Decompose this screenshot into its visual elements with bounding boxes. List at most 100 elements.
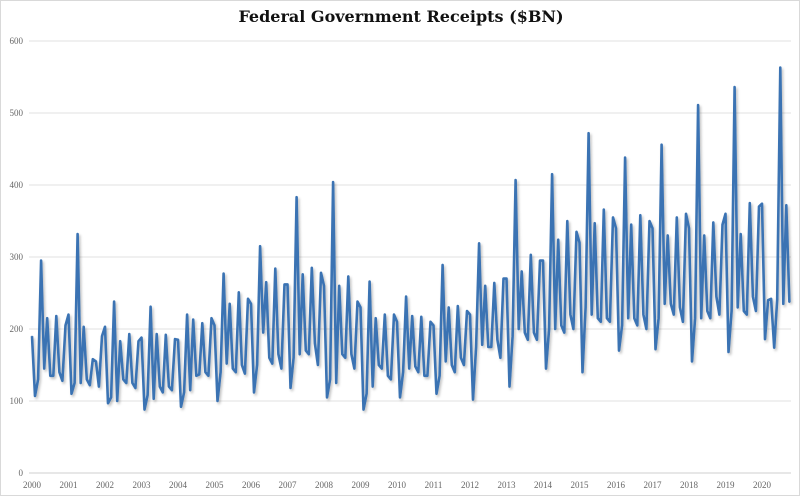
data-point <box>508 386 511 388</box>
data-point <box>475 346 477 348</box>
data-point <box>31 335 33 337</box>
data-point <box>174 338 176 340</box>
data-point <box>734 86 736 88</box>
data-point <box>502 278 505 280</box>
data-point <box>299 353 301 355</box>
data-point <box>296 196 298 198</box>
data-point <box>578 242 581 244</box>
data-point <box>183 391 185 393</box>
data-point <box>98 386 100 388</box>
data-point <box>369 280 371 283</box>
data-point <box>378 364 380 366</box>
data-point <box>344 357 346 359</box>
data-point <box>241 364 243 366</box>
data-point <box>420 316 422 318</box>
x-tick-label: 2004 <box>169 480 188 490</box>
data-point <box>201 322 203 324</box>
data-point <box>256 364 258 366</box>
x-tick-label: 2008 <box>315 480 334 490</box>
data-point <box>338 285 340 287</box>
data-point <box>390 378 392 380</box>
data-point <box>77 233 79 235</box>
data-point <box>171 389 173 391</box>
data-point <box>551 173 553 175</box>
data-point <box>612 216 614 218</box>
data-point <box>700 317 702 319</box>
data-point <box>657 317 660 319</box>
data-point <box>323 285 325 287</box>
data-point <box>515 179 517 181</box>
data-point <box>335 382 337 384</box>
series-lines <box>30 66 791 411</box>
data-point <box>43 368 45 370</box>
data-point <box>584 306 587 308</box>
data-point <box>375 317 377 319</box>
data-point <box>572 328 575 330</box>
data-point <box>682 321 684 323</box>
data-point <box>192 319 194 321</box>
data-point <box>223 272 225 275</box>
data-point <box>52 375 54 377</box>
data-point <box>210 317 213 319</box>
data-point <box>73 382 76 384</box>
x-tick-label: 2015 <box>571 480 590 490</box>
data-point <box>457 305 459 307</box>
data-point <box>259 245 261 247</box>
data-point <box>499 357 502 359</box>
data-point <box>740 233 742 235</box>
x-tick-label: 2007 <box>279 480 298 490</box>
data-point <box>691 360 693 362</box>
data-point <box>642 314 644 316</box>
data-point <box>718 314 721 316</box>
data-point <box>423 375 425 377</box>
data-point <box>770 298 772 300</box>
data-point <box>314 342 316 344</box>
data-point <box>238 291 240 293</box>
series-line <box>30 66 791 411</box>
data-point <box>575 231 578 233</box>
data-point <box>353 368 356 370</box>
data-point <box>110 396 112 398</box>
data-point <box>490 346 492 348</box>
data-point <box>606 317 608 319</box>
data-point <box>271 362 273 365</box>
x-tick-label: 2011 <box>425 480 443 490</box>
x-tick-label: 2003 <box>133 480 152 490</box>
data-point <box>104 326 106 328</box>
data-point <box>530 254 532 256</box>
data-point <box>633 317 635 319</box>
data-point <box>134 387 137 389</box>
data-point <box>618 350 620 352</box>
x-tick-label: 2005 <box>206 480 225 490</box>
data-point <box>651 227 654 229</box>
data-point <box>654 348 657 350</box>
data-point <box>229 303 231 305</box>
x-tick-label: 2019 <box>717 480 736 490</box>
data-point <box>408 368 410 370</box>
data-point <box>591 314 593 316</box>
data-point <box>442 264 444 266</box>
x-tick-label: 2001 <box>60 480 78 490</box>
data-point <box>67 314 70 316</box>
data-point <box>92 358 94 360</box>
data-point <box>493 282 495 284</box>
data-point <box>64 324 67 326</box>
data-point <box>627 317 629 319</box>
data-point <box>320 272 322 274</box>
data-point <box>597 317 599 319</box>
data-point <box>317 364 319 366</box>
data-point <box>664 303 666 305</box>
data-point <box>773 347 775 349</box>
data-point <box>749 202 751 204</box>
data-point <box>764 338 766 340</box>
data-point <box>207 375 210 377</box>
data-point <box>557 239 559 241</box>
x-tick-label: 2009 <box>352 480 371 490</box>
data-point <box>405 296 407 298</box>
data-point <box>89 384 91 386</box>
data-point <box>639 214 641 216</box>
data-point <box>676 216 678 218</box>
data-point <box>356 301 359 303</box>
